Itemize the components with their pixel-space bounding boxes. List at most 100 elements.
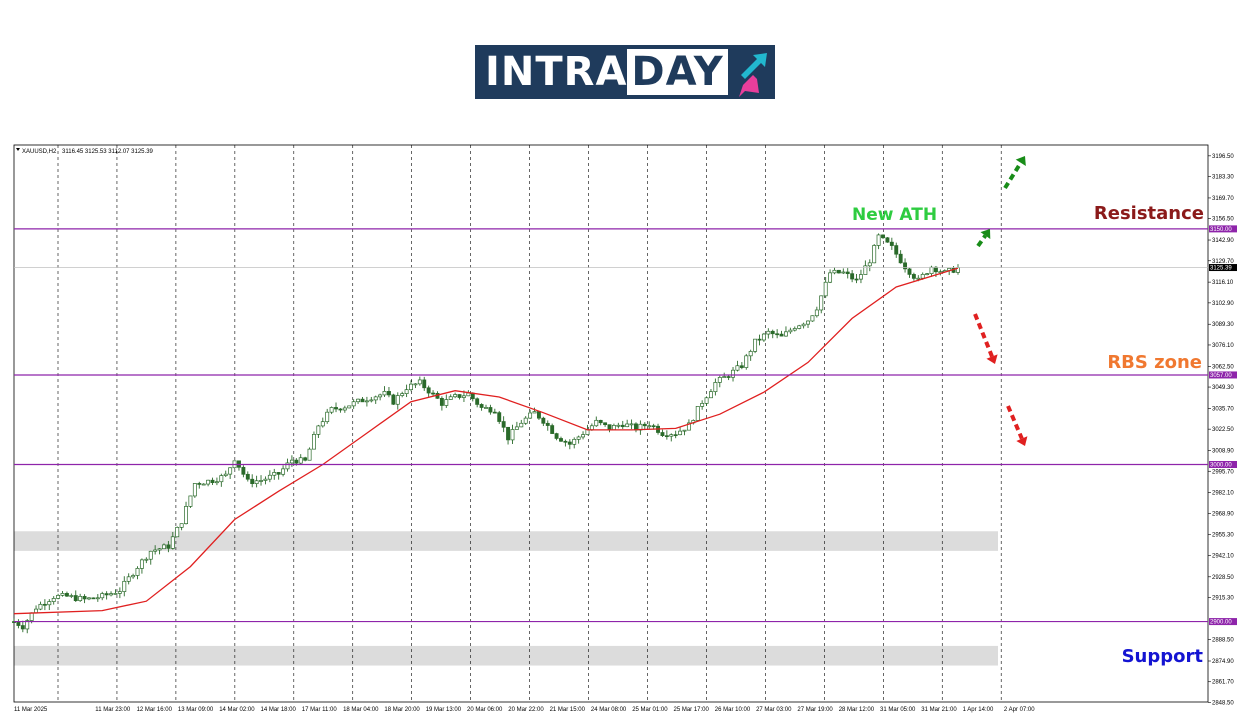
candle-body-163 [731,369,735,378]
moving-average-line [13,267,959,615]
candle-136 [611,423,616,431]
candle-97 [439,396,444,411]
candle-body-110 [497,412,502,422]
candle-body-8 [47,601,52,606]
candle-body-21 [104,593,109,596]
candle-body-199 [889,241,894,246]
candle-body-97 [439,398,444,406]
candle-body-63 [289,459,294,464]
symbol-header: XAUUSD,H2 [22,149,57,155]
candle-body-202 [903,262,908,270]
candle-171 [766,328,771,339]
candle-88 [400,391,405,398]
grey-zone-1 [14,645,998,666]
scenario-arrow-head-2 [986,354,998,364]
candle-body-36 [170,536,175,549]
candle-126 [567,439,572,450]
candle-body-30 [144,558,149,561]
candle-body-109 [492,411,497,414]
level-tag-bg-0 [1209,225,1237,233]
candle-191 [854,274,859,284]
candle-159 [713,378,718,396]
candle-body-171 [766,330,771,335]
candle-body-198 [885,237,890,243]
candle-144 [647,421,652,429]
candle-132 [594,416,599,427]
candle-body-127 [572,438,577,445]
candle-121 [545,420,550,431]
candle-body-39 [184,506,188,525]
y-tick-label-16: 2982.10 [1212,491,1234,497]
logo-text-part-1: INTRA [485,49,628,95]
candle-129 [581,431,585,440]
logo-text-part-2: DAY [627,49,728,95]
candle-body-61 [281,468,286,475]
candle-167 [748,349,753,361]
candle-86 [391,393,396,406]
candle-body-120 [541,417,546,424]
candle-body-13 [69,595,74,597]
y-tick-label-22: 2888.50 [1212,638,1234,644]
x-tick-label-18: 27 Mar 19:00 [797,707,833,713]
candle-body-47 [219,475,224,483]
candle-107 [484,404,488,409]
candle-42 [197,481,202,489]
candle-55 [254,475,259,488]
candle-body-37 [175,526,180,538]
candle-47 [219,473,224,487]
candle-body-173 [775,333,780,336]
candle-body-49 [228,467,233,475]
candle-body-124 [559,438,563,442]
candle-body-74 [338,408,343,411]
candle-81 [369,396,374,403]
candle-body-194 [867,262,872,267]
candle-body-65 [298,457,303,464]
x-tick-label-21: 31 Mar 21:00 [921,707,957,713]
candle-95 [431,390,436,397]
candle-74 [338,408,343,413]
candle-body-203 [907,268,912,275]
candle-body-5 [34,608,39,614]
scenario-arrow-head-0 [980,229,991,239]
x-tick-label-14: 25 Mar 01:00 [632,707,668,713]
candle-body-81 [369,399,374,402]
candle-49 [228,467,233,479]
candle-body-2 [20,625,25,630]
candle-body-3 [25,620,30,630]
x-tick-label-13: 24 Mar 08:00 [591,707,627,713]
candle-body-16 [82,596,87,600]
candle-83 [378,393,383,401]
candle-body-193 [863,265,868,275]
y-tick-label-15: 2995.70 [1212,469,1234,475]
level-price-tag-3: 2900.00 [1209,618,1237,626]
candle-body-94 [426,387,431,394]
candle-8 [47,599,52,611]
candle-body-34 [162,544,166,550]
candle-174 [779,330,784,337]
level-tag-text-0: 3150.00 [1210,227,1232,233]
candle-32 [153,545,158,555]
scenario-arrow-head-1 [1015,156,1026,166]
y-tick-label-7: 3102.90 [1212,301,1234,307]
candle-body-180 [806,320,810,325]
current-price-tag: 3125.39 [1209,264,1237,272]
candle-body-93 [422,379,427,389]
candle-body-175 [784,331,788,337]
symbol-dropdown-icon[interactable] [16,148,20,151]
candle-101 [457,394,462,400]
candle-body-25 [122,580,127,592]
candle-122 [550,423,555,435]
candle-24 [117,587,122,599]
candle-17 [87,597,91,601]
candle-body-90 [409,383,413,391]
candle-body-162 [726,376,731,378]
x-tick-label-5: 14 Mar 18:00 [261,707,297,713]
candle-body-210 [938,271,943,274]
candle-body-201 [898,253,903,264]
candle-98 [444,394,449,408]
candle-35 [166,540,171,553]
candle-184 [823,276,828,299]
candle-138 [620,420,625,430]
candle-body-44 [206,479,211,485]
